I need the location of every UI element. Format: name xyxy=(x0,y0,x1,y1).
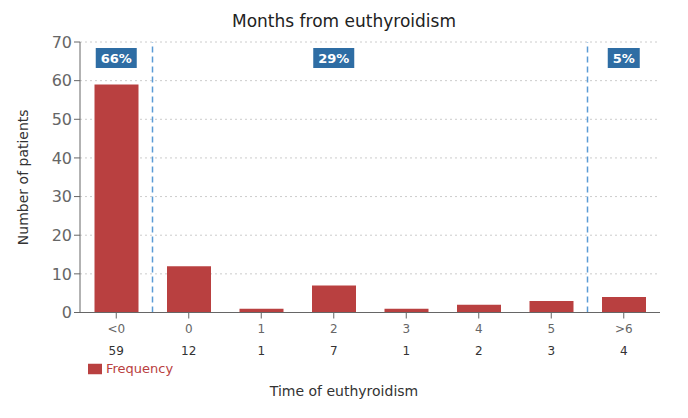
svg-text:4: 4 xyxy=(620,344,628,358)
svg-text:3: 3 xyxy=(547,344,555,358)
svg-text:5%: 5% xyxy=(613,51,635,66)
svg-text:0: 0 xyxy=(62,303,72,322)
svg-text:3: 3 xyxy=(402,322,410,336)
svg-text:7: 7 xyxy=(330,344,338,358)
svg-text:5: 5 xyxy=(547,322,555,336)
svg-text:40: 40 xyxy=(52,149,72,168)
svg-text:4: 4 xyxy=(475,322,483,336)
html-text:Frequency: Frequency xyxy=(106,360,174,376)
svg-text:Number of patients: Number of patients xyxy=(15,109,31,245)
html-text:Months from euthyroidism: Months from euthyroidism xyxy=(232,11,456,31)
svg-text:60: 60 xyxy=(52,71,72,90)
svg-text:59: 59 xyxy=(109,344,124,358)
svg-text:0: 0 xyxy=(185,322,193,336)
svg-text:1: 1 xyxy=(257,322,265,336)
svg-text:66%: 66% xyxy=(101,51,132,66)
svg-text:2: 2 xyxy=(330,322,338,336)
svg-text:>6: >6 xyxy=(615,322,633,336)
svg-text:12: 12 xyxy=(181,344,196,358)
svg-text:70: 70 xyxy=(52,34,72,52)
svg-text:30: 30 xyxy=(52,187,72,206)
svg-text:1: 1 xyxy=(257,344,265,358)
svg-text:20: 20 xyxy=(52,226,72,245)
svg-text:50: 50 xyxy=(52,110,72,129)
svg-text:<0: <0 xyxy=(107,322,125,336)
svg-text:1: 1 xyxy=(402,344,410,358)
svg-text:29%: 29% xyxy=(318,51,349,66)
svg-text:10: 10 xyxy=(52,265,72,284)
html-text:Time of euthyroidism: Time of euthyroidism xyxy=(269,383,419,399)
svg-text:2: 2 xyxy=(475,344,483,358)
